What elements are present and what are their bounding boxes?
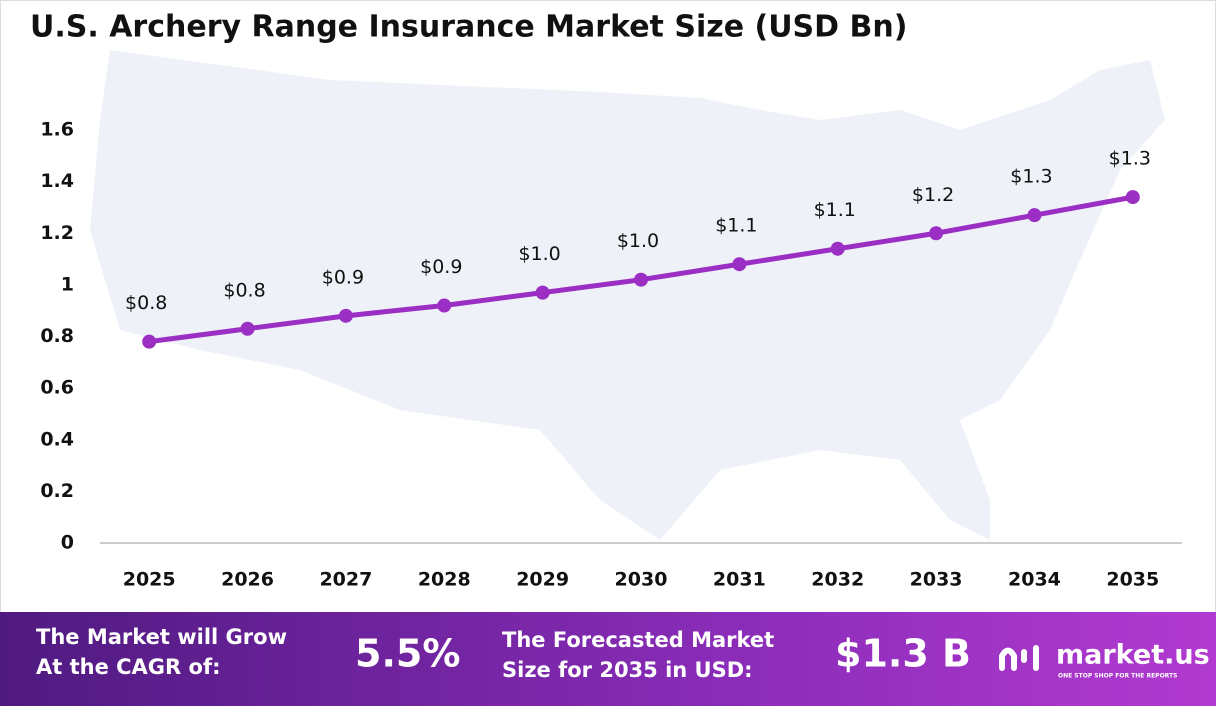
forecast-value: $1.3 B [835,632,971,676]
cagr-value: 5.5% [355,632,460,676]
logo-text: market.us [1056,640,1210,671]
marker [830,241,845,256]
value-label: $1.1 [715,215,757,237]
y-tick-label: 0.4 [40,428,74,450]
y-tick-label: 0.8 [40,325,74,347]
marker [535,285,550,300]
cagr-label: The Market will Grow [36,625,287,649]
marker [338,308,353,323]
y-tick-label: 0 [61,532,74,554]
marker [929,226,944,241]
marker [437,298,452,313]
x-tick-label: 2032 [811,569,864,591]
x-tick-label: 2027 [319,569,372,591]
map-background [90,50,1165,540]
marker [1125,190,1140,205]
cagr-label: At the CAGR of: [36,655,221,679]
value-label: $0.8 [223,279,265,301]
y-tick-label: 0.6 [40,377,74,399]
logo-icon [999,645,1039,671]
forecast-label: Size for 2035 in USD: [502,658,753,682]
x-tick-label: 2030 [615,569,668,591]
x-tick-label: 2031 [713,569,766,591]
chart-title: U.S. Archery Range Insurance Market Size… [30,10,907,45]
value-label: $1.0 [617,230,659,252]
marker [240,321,255,336]
value-label: $1.2 [912,184,954,206]
y-tick-label: 1.6 [40,119,74,141]
x-tick-label: 2029 [516,569,569,591]
marker [732,257,747,272]
value-label: $1.3 [1010,166,1052,188]
marker [634,272,648,287]
y-tick-label: 1.4 [40,170,74,192]
value-label: $0.9 [322,266,364,288]
y-tick-label: 0.2 [40,480,74,502]
value-label: $0.8 [125,292,167,314]
y-tick-label: 1.2 [40,222,74,244]
y-tick-label: 1 [61,273,74,295]
logo-tagline: ONE STOP SHOP FOR THE REPORTS [1058,673,1177,680]
x-tick-label: 2025 [123,569,176,591]
value-label: $1.0 [518,243,560,265]
x-tick-label: 2026 [221,569,274,591]
marker [1027,208,1042,223]
x-tick-label: 2028 [418,569,471,591]
forecast-label: The Forecasted Market [502,628,774,652]
value-label: $1.1 [814,199,856,221]
x-tick-label: 2034 [1008,569,1061,591]
marker [142,334,157,349]
x-tick-label: 2033 [910,569,963,591]
value-label: $1.3 [1109,148,1151,170]
x-tick-label: 2035 [1106,569,1159,591]
value-label: $0.9 [420,256,462,278]
